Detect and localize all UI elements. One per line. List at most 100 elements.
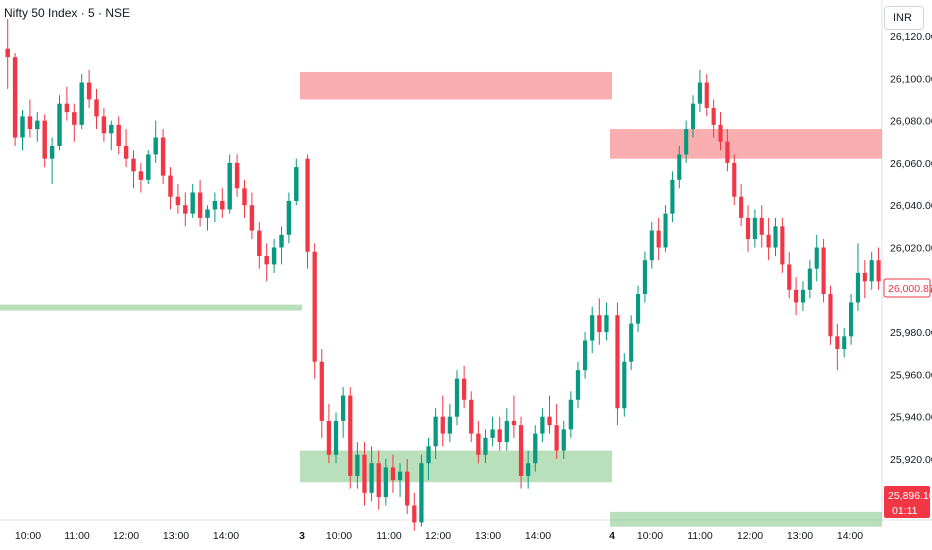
candle [57, 95, 62, 151]
candle-body [305, 158, 310, 252]
candle-body [725, 141, 730, 163]
candle-body [807, 268, 812, 290]
candle [116, 116, 121, 155]
candle-body [64, 103, 70, 113]
candle-body [561, 429, 566, 451]
candle-body [433, 416, 438, 447]
candle-body [362, 454, 367, 493]
currency-button[interactable]: INR [884, 6, 924, 30]
candle [575, 361, 581, 409]
y-tick-label: 26,100.00 [890, 73, 932, 85]
candle [876, 247, 881, 290]
candle [642, 251, 647, 303]
candle-body [604, 315, 609, 333]
candle [590, 306, 595, 354]
x-tick-label: 12:00 [425, 530, 451, 542]
candle-body [794, 289, 799, 303]
candle-body [752, 217, 757, 240]
candle-body [220, 200, 225, 210]
demand-zone-4 [300, 450, 612, 483]
candle-body [773, 226, 778, 248]
x-tick-label: 13:00 [475, 530, 501, 542]
candle [220, 188, 225, 218]
candle [745, 205, 751, 252]
candle-body [821, 247, 826, 295]
candle-body [780, 226, 785, 265]
candle-body [397, 471, 403, 481]
candle [146, 150, 151, 185]
candle-body [554, 425, 559, 451]
y-tick-label: 26,020.00 [890, 243, 932, 255]
candle [704, 74, 709, 117]
candle [670, 171, 675, 223]
candle [397, 463, 403, 498]
x-tick-label: 14:00 [837, 530, 863, 542]
candle [635, 285, 641, 333]
x-tick-label: 13:00 [163, 530, 189, 542]
candle-body [732, 162, 737, 197]
candle [497, 416, 502, 451]
candle [604, 302, 609, 341]
candle-body [326, 420, 332, 455]
candle-body [568, 399, 573, 430]
candle-body [183, 205, 188, 214]
candle-body [57, 103, 62, 146]
candle [697, 69, 702, 113]
x-tick-label: 10:00 [637, 530, 663, 542]
candle [183, 192, 188, 227]
candle [461, 365, 467, 409]
candle-body [876, 260, 881, 282]
candle-body [490, 429, 495, 438]
candle [279, 226, 284, 265]
candle [212, 192, 218, 223]
candle-body [286, 200, 292, 235]
candle [711, 99, 716, 138]
candle-body [800, 289, 806, 303]
candle-body [412, 505, 417, 523]
candle [504, 408, 509, 451]
candle [160, 129, 166, 185]
candle-body [447, 416, 453, 434]
candle-body [511, 420, 517, 426]
candle [469, 391, 474, 443]
candle [732, 154, 737, 206]
candle [849, 294, 854, 345]
candle [807, 260, 812, 299]
candle [234, 154, 240, 197]
price-label-box [883, 278, 931, 298]
candle-body [419, 463, 424, 523]
candle [227, 154, 232, 214]
candle [752, 209, 757, 248]
candle [842, 327, 847, 358]
candle-body [234, 162, 240, 189]
candle-body [294, 167, 299, 201]
candle-body [518, 425, 524, 476]
candle-body [461, 378, 467, 400]
candle-body [27, 116, 33, 130]
candle [656, 217, 661, 261]
y-tick-label: 26,060.00 [890, 158, 932, 170]
x-tick-label: 14:00 [213, 530, 239, 542]
candle [533, 425, 538, 472]
candle-body [20, 116, 25, 138]
candle-body [526, 463, 531, 476]
x-tick-label: 12:00 [113, 530, 139, 542]
candle [294, 158, 299, 206]
candle [249, 192, 255, 240]
candle-body [835, 336, 840, 350]
supply-zone-1 [300, 71, 612, 100]
candle [64, 86, 70, 121]
demand-zone-3 [0, 304, 302, 311]
supply-zone-2 [610, 129, 882, 159]
candle-body [615, 315, 620, 409]
candle-body [42, 120, 47, 159]
candle [518, 416, 524, 489]
candle-body [690, 103, 696, 130]
candle-body [469, 399, 474, 434]
candle [326, 404, 332, 464]
candle-body [205, 209, 210, 218]
candle-body [697, 82, 702, 104]
candle [405, 459, 410, 514]
current-price-text: 25,896.10 [888, 490, 932, 502]
